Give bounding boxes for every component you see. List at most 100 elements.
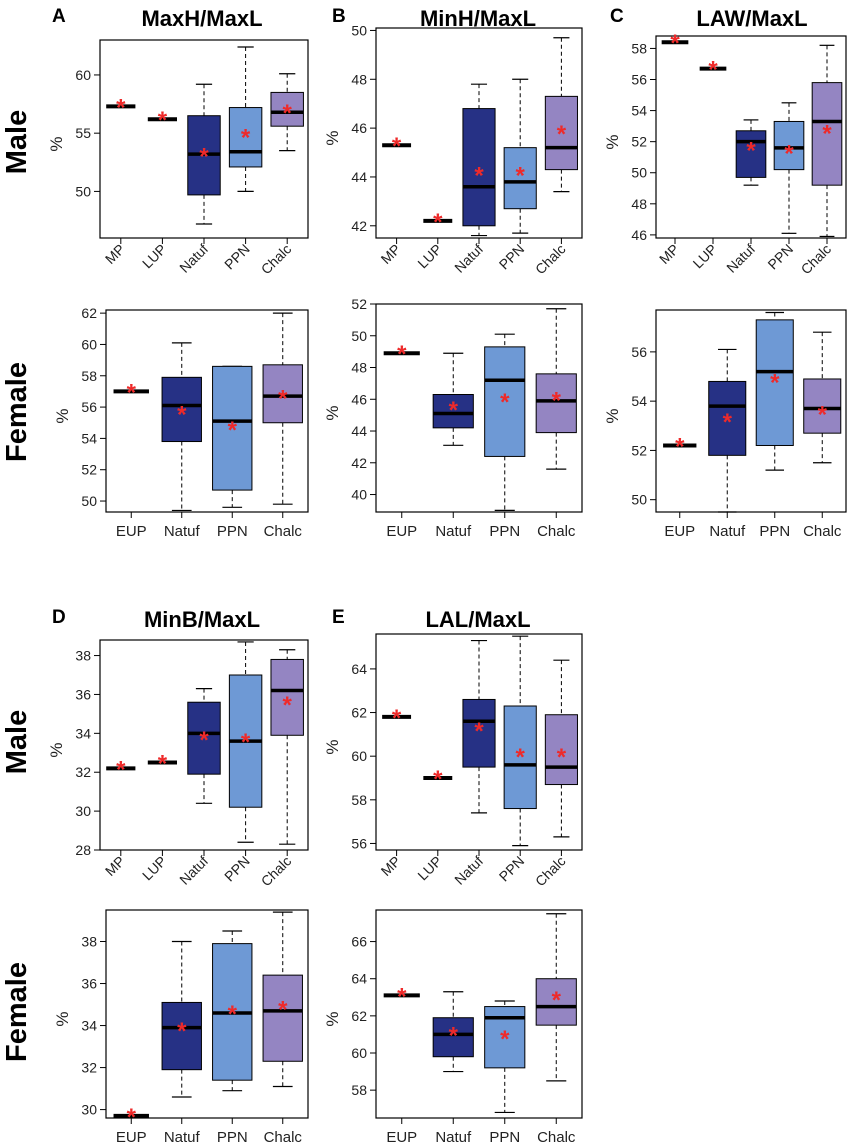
x-tick-label: LUP [690, 241, 721, 272]
x-tick-label: PPN [217, 1129, 248, 1146]
y-tick-label: 50 [351, 22, 367, 38]
panel-title-d: MinB/MaxL [144, 607, 260, 632]
x-tick-label: LUP [139, 853, 170, 884]
box-chalc [544, 95, 578, 171]
x-tick-label: Natuf [723, 241, 758, 276]
plot-e-male: 56 58 60 62 64% * MP * LUP * Natuf * PPN * Chalc [323, 633, 583, 890]
y-tick-label: 58 [631, 40, 647, 56]
box-natuf [187, 701, 221, 775]
panel-letter-b: B [332, 6, 346, 27]
mean-marker: * [199, 727, 209, 754]
y-axis-label: % [47, 742, 66, 757]
y-tick-label: 52 [351, 296, 367, 312]
y-tick-label: 54 [81, 430, 97, 446]
box-natuf [161, 376, 202, 443]
mean-marker: * [392, 133, 402, 160]
y-axis-label: % [323, 130, 342, 145]
mean-marker: * [397, 983, 407, 1010]
plot-frame [375, 909, 583, 1119]
mean-marker: * [392, 705, 402, 732]
x-tick-label: Natuf [164, 523, 201, 540]
y-tick-label: 58 [351, 792, 367, 808]
mean-marker: * [822, 120, 832, 147]
panel-title-a: MaxH/MaxL [141, 6, 262, 31]
panel-letter-d: D [52, 607, 66, 628]
mean-marker: * [500, 1026, 510, 1053]
x-tick-label: Natuf [176, 853, 211, 888]
x-tick-label: MP [378, 241, 404, 267]
y-tick-label: 52 [631, 442, 647, 458]
y-tick-label: 60 [81, 336, 97, 352]
x-tick-label: MP [378, 853, 404, 879]
x-tick-label: PPN [489, 523, 520, 540]
mean-marker: * [723, 409, 733, 436]
x-tick-label: LUP [414, 241, 445, 272]
y-tick-label: 38 [75, 648, 91, 664]
y-axis-label: % [603, 408, 622, 423]
y-axis-label: % [47, 136, 66, 151]
mean-marker: * [516, 744, 526, 771]
plot-frame [375, 303, 583, 513]
mean-marker: * [127, 1104, 137, 1131]
y-tick-label: 60 [351, 1045, 367, 1061]
y-tick-label: 56 [631, 72, 647, 88]
box-natuf [708, 380, 747, 456]
plot-c-male: 46 48 50 52 54 56 58% * MP * LUP * Natuf * PPN * Chalc [603, 30, 847, 278]
y-tick-label: 48 [351, 360, 367, 376]
x-tick-label: Natuf [709, 523, 746, 540]
y-tick-label: 50 [81, 493, 97, 509]
plot-e-female: 58 60 62 64 66% * EUP * Natuf * PPN * Chalc [323, 909, 583, 1146]
box-ppn [503, 705, 537, 810]
mean-marker: * [552, 987, 562, 1014]
y-tick-label: 66 [351, 934, 367, 950]
y-tick-label: 62 [351, 705, 367, 721]
y-tick-label: 56 [631, 344, 647, 360]
row-label-female: Female [1, 362, 33, 462]
x-tick-label: Natuf [176, 241, 211, 276]
x-tick-label: PPN [496, 853, 528, 885]
panel-letter-a: A [52, 6, 66, 27]
box-ppn [773, 120, 805, 171]
y-tick-label: 40 [351, 487, 367, 503]
box-natuf [735, 130, 767, 178]
mean-marker: * [675, 433, 685, 460]
box-natuf [432, 1017, 474, 1058]
x-tick-label: EUP [386, 523, 417, 540]
y-tick-label: 36 [81, 976, 97, 992]
y-tick-label: 52 [631, 134, 647, 150]
x-tick-label: MP [102, 241, 128, 267]
y-tick-label: 28 [75, 842, 91, 858]
x-tick-label: LUP [139, 241, 170, 272]
box-chalc [803, 378, 842, 434]
plot-frame [105, 309, 309, 513]
y-tick-label: 38 [81, 934, 97, 950]
mean-marker: * [199, 143, 209, 170]
mean-marker: * [158, 751, 168, 778]
x-tick-label: Natuf [435, 523, 472, 540]
panel-letter-c: C [610, 6, 624, 27]
box-chalc [535, 373, 577, 434]
y-tick-label: 58 [81, 368, 97, 384]
y-tick-label: 32 [75, 764, 91, 780]
y-tick-label: 56 [351, 835, 367, 851]
mean-marker: * [557, 744, 567, 771]
plot-frame [655, 309, 847, 513]
y-tick-label: 62 [351, 1008, 367, 1024]
y-axis-label: % [53, 1011, 72, 1026]
panel-title-c: LAW/MaxL [696, 6, 807, 31]
plot-d-male: 28 30 32 34 36 38% * MP * LUP * Natuf * PPN * Chalc [47, 639, 309, 889]
y-tick-label: 64 [351, 971, 367, 987]
y-tick-label: 46 [351, 391, 367, 407]
mean-marker: * [228, 1001, 238, 1028]
x-tick-label: Chalc [797, 241, 834, 278]
plot-b-male: 42 44 46 48 50% * MP * LUP * Natuf * PPN * Chalc [323, 22, 583, 277]
panel-letter-e: E [332, 607, 345, 628]
mean-marker: * [708, 57, 718, 84]
mean-marker: * [116, 94, 126, 121]
y-tick-label: 50 [631, 492, 647, 508]
box-chalc [811, 82, 843, 186]
y-tick-label: 34 [81, 1018, 97, 1034]
box-ppn [212, 365, 253, 491]
x-tick-label: Chalc [532, 853, 569, 890]
